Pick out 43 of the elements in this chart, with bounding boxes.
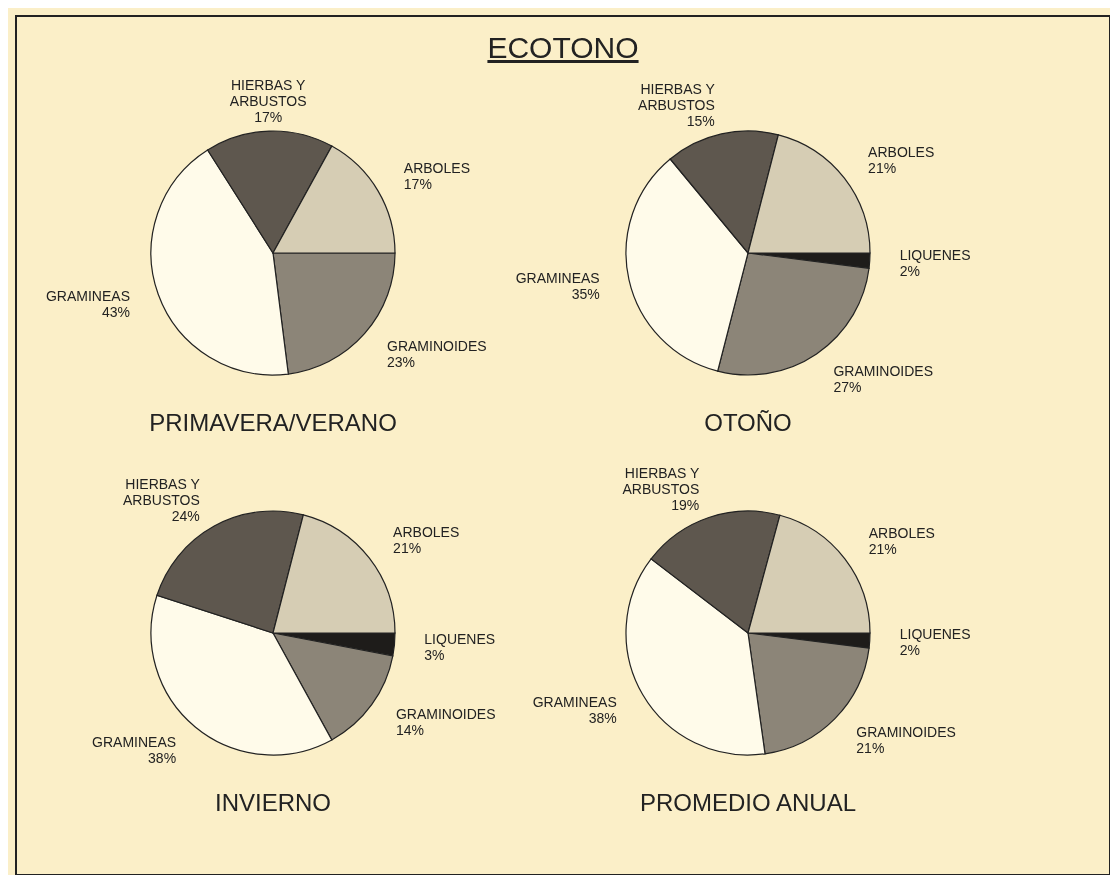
text: PRIMAVERA/VERANO xyxy=(149,409,397,436)
data-label: 38% xyxy=(148,750,177,767)
text: ECOTONO xyxy=(487,31,639,64)
slice-label: GRAMINEAS xyxy=(92,734,177,751)
data-label: 23% xyxy=(387,353,416,370)
data-label: 35% xyxy=(571,286,600,303)
data-label: 24% xyxy=(171,507,200,524)
slice-label: GRAMINOIDES xyxy=(856,723,956,740)
slice-label: GRAMINOIDES xyxy=(387,337,487,354)
slice-label: GRAMINEAS xyxy=(532,693,617,710)
slice-label: LIQUENES xyxy=(424,631,496,648)
data-label: 21% xyxy=(393,539,422,556)
data-label: 38% xyxy=(588,709,617,726)
slice-label: HIERBAS Y ARBUSTOS xyxy=(622,465,700,498)
data-label: 2% xyxy=(899,262,920,279)
text: INVIERNO xyxy=(214,789,332,816)
slice-label: GRAMINOIDES xyxy=(833,362,934,379)
slice-label: GRAMINOIDES xyxy=(395,706,496,723)
slice-label: ARBOLES xyxy=(868,143,935,160)
data-label: 3% xyxy=(424,647,445,664)
data-label: 21% xyxy=(868,540,897,557)
data-label: 14% xyxy=(395,722,424,739)
data-label: 19% xyxy=(671,497,700,514)
slice-label: LIQUENES xyxy=(899,246,971,263)
slice-label: HIERBAS Y ARBUSTOS xyxy=(123,475,201,508)
data-label: 17% xyxy=(254,109,283,126)
data-label: 43% xyxy=(101,304,130,321)
slice-label: GRAMINEAS xyxy=(515,270,600,287)
text: PROMEDIO ANUAL xyxy=(639,789,857,816)
slice-label: ARBOLES xyxy=(393,523,460,540)
data-label: 21% xyxy=(856,739,885,756)
data-label: 17% xyxy=(403,175,432,192)
slice-label: HIERBAS Y ARBUSTOS xyxy=(229,77,307,110)
data-label: 21% xyxy=(868,159,897,176)
data-label: 27% xyxy=(833,378,862,395)
slice-label: ARBOLES xyxy=(868,524,935,541)
data-label: 2% xyxy=(899,642,920,659)
slice-label: ARBOLES xyxy=(403,159,470,176)
text: OTOÑO xyxy=(704,409,792,436)
slice-label: LIQUENES xyxy=(899,626,971,643)
slice-label: HIERBAS Y ARBUSTOS xyxy=(638,80,716,113)
data-label: 15% xyxy=(686,112,715,129)
slice-label: GRAMINEAS xyxy=(45,288,130,305)
